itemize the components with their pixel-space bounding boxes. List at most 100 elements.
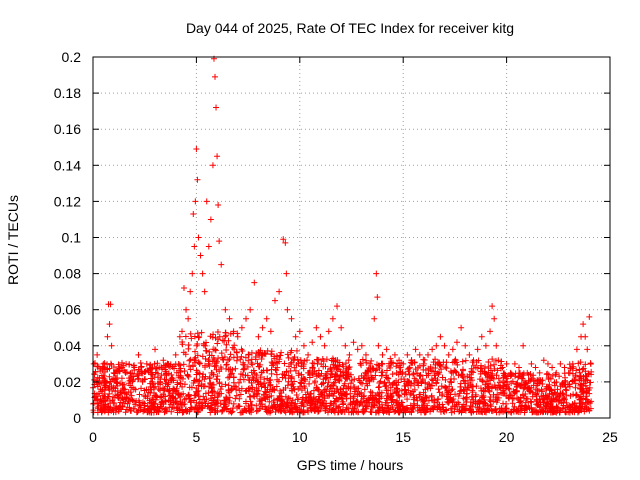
data-point xyxy=(116,368,123,375)
data-point xyxy=(109,376,116,383)
data-point xyxy=(372,392,379,399)
data-point xyxy=(432,361,439,368)
data-point xyxy=(118,406,125,413)
data-point xyxy=(542,399,549,406)
data-point xyxy=(130,385,137,392)
data-point xyxy=(212,401,219,408)
data-point xyxy=(406,365,413,372)
data-point xyxy=(452,368,459,375)
data-point xyxy=(315,407,322,414)
data-point xyxy=(150,390,157,397)
data-point xyxy=(336,403,343,410)
data-point xyxy=(261,384,268,391)
data-point xyxy=(580,387,587,394)
data-point xyxy=(383,346,390,353)
data-point xyxy=(466,374,473,381)
data-point xyxy=(218,350,225,357)
data-point xyxy=(374,294,381,301)
data-point xyxy=(214,153,221,160)
data-point xyxy=(301,378,308,385)
data-point xyxy=(481,396,488,403)
data-point xyxy=(577,404,584,411)
data-point xyxy=(360,375,367,382)
data-point xyxy=(214,340,221,347)
data-point xyxy=(353,399,360,406)
data-point xyxy=(256,363,263,370)
data-point xyxy=(419,404,426,411)
data-point xyxy=(487,367,494,374)
data-point xyxy=(192,392,199,399)
data-point xyxy=(180,349,187,356)
data-point xyxy=(437,408,444,415)
data-point xyxy=(443,365,450,372)
data-point xyxy=(191,359,198,366)
data-point xyxy=(223,341,230,348)
data-point xyxy=(254,407,261,414)
data-point xyxy=(324,383,331,390)
data-point xyxy=(94,383,101,390)
data-point xyxy=(354,402,361,409)
data-point xyxy=(508,380,515,387)
data-point xyxy=(217,386,224,393)
data-point xyxy=(222,333,229,340)
data-point xyxy=(124,400,131,407)
data-point xyxy=(248,402,255,409)
data-point xyxy=(230,354,237,361)
data-point xyxy=(298,387,305,394)
data-point xyxy=(187,330,194,337)
data-point xyxy=(193,146,200,153)
data-point xyxy=(364,372,371,379)
data-point xyxy=(173,398,180,405)
data-point xyxy=(287,361,294,368)
data-point xyxy=(126,377,133,384)
data-point xyxy=(284,404,291,411)
data-point xyxy=(215,202,222,209)
data-point xyxy=(330,407,337,414)
data-point xyxy=(285,394,292,401)
data-point xyxy=(325,379,332,386)
data-point xyxy=(534,380,541,387)
data-point xyxy=(266,407,273,414)
data-point xyxy=(205,389,212,396)
data-point xyxy=(384,375,391,382)
data-point xyxy=(571,402,578,409)
data-point xyxy=(160,357,167,364)
data-point xyxy=(186,363,193,370)
data-point xyxy=(115,361,122,368)
data-point xyxy=(436,361,443,368)
data-point xyxy=(544,383,551,390)
data-point xyxy=(191,333,198,340)
data-point xyxy=(268,370,275,377)
data-point xyxy=(449,399,456,406)
data-point xyxy=(515,370,522,377)
data-point xyxy=(394,360,401,367)
data-point xyxy=(439,404,446,411)
data-point xyxy=(542,404,549,411)
data-point xyxy=(148,371,155,378)
data-point xyxy=(267,382,274,389)
data-point xyxy=(406,364,413,371)
data-point xyxy=(351,405,358,412)
data-point xyxy=(95,405,102,412)
data-point xyxy=(230,328,237,335)
data-point xyxy=(230,379,237,386)
data-point xyxy=(334,366,341,373)
data-point xyxy=(338,390,345,397)
data-point xyxy=(387,360,394,367)
data-point xyxy=(221,401,228,408)
data-point xyxy=(280,386,287,393)
data-point xyxy=(192,348,199,355)
data-point xyxy=(394,407,401,414)
data-point xyxy=(127,382,134,389)
data-point xyxy=(291,386,298,393)
data-point xyxy=(174,390,181,397)
data-point xyxy=(470,357,477,364)
data-point xyxy=(106,373,113,380)
data-point xyxy=(162,366,169,373)
data-point xyxy=(307,404,314,411)
data-point xyxy=(460,401,467,408)
data-point xyxy=(331,398,338,405)
data-point xyxy=(149,394,156,401)
data-point xyxy=(411,380,418,387)
data-point xyxy=(187,366,194,373)
